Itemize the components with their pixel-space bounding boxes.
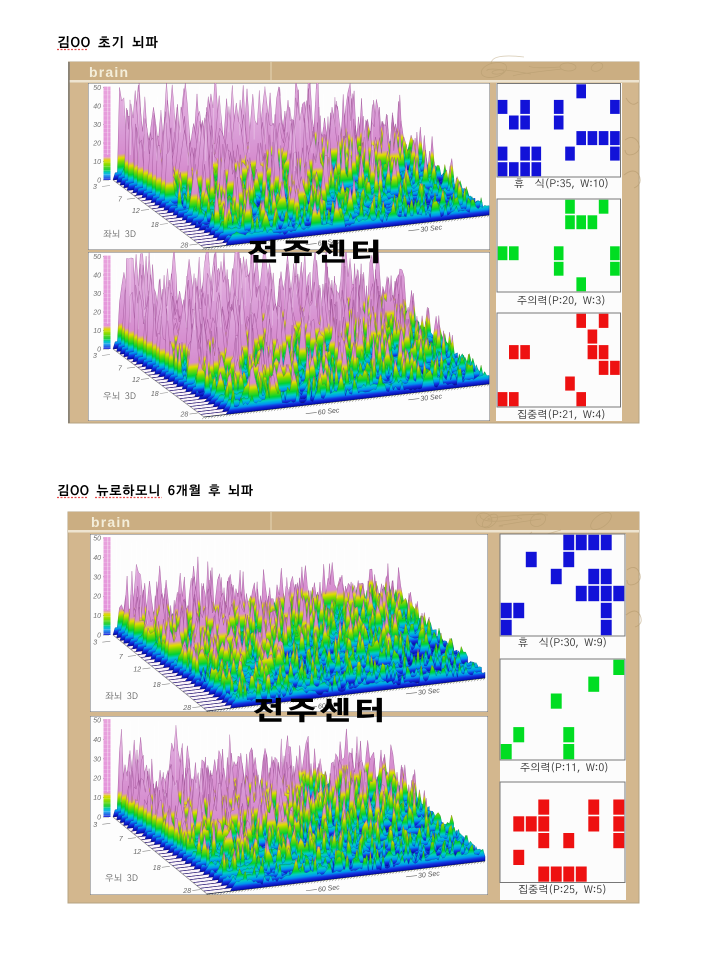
svg-text:18: 18 [153, 682, 161, 689]
svg-text:3: 3 [93, 640, 97, 647]
svg-text:30 Sec: 30 Sec [420, 224, 443, 234]
svg-text:10: 10 [93, 795, 101, 802]
svg-text:40: 40 [93, 737, 101, 744]
svg-text:18: 18 [153, 865, 161, 872]
svg-text:50: 50 [93, 254, 101, 261]
svg-text:30: 30 [93, 756, 101, 763]
svg-text:30: 30 [93, 291, 101, 298]
svg-text:50: 50 [93, 718, 101, 725]
svg-text:28: 28 [182, 705, 191, 712]
svg-text:10: 10 [93, 159, 101, 166]
svg-text:28: 28 [180, 243, 189, 250]
svg-text:0: 0 [97, 347, 101, 354]
svg-text:20: 20 [92, 776, 101, 783]
svg-text:7: 7 [119, 654, 124, 661]
svg-text:30 Sec: 30 Sec [418, 687, 441, 697]
svg-text:40: 40 [93, 104, 101, 111]
svg-text:7: 7 [118, 366, 123, 373]
svg-text:7: 7 [119, 836, 124, 843]
svg-text:3: 3 [93, 353, 97, 360]
svg-text:28: 28 [180, 412, 189, 419]
svg-text:0: 0 [97, 178, 101, 185]
svg-text:50: 50 [93, 536, 101, 543]
svg-text:40: 40 [93, 555, 101, 562]
svg-text:60 Sec: 60 Sec [317, 407, 340, 417]
svg-text:28: 28 [182, 888, 191, 895]
svg-text:30: 30 [93, 574, 101, 581]
svg-text:3: 3 [93, 184, 97, 191]
svg-text:brain: brain [89, 64, 129, 80]
svg-text:60 Sec: 60 Sec [317, 238, 340, 248]
svg-text:50: 50 [93, 85, 101, 92]
svg-text:10: 10 [93, 328, 101, 335]
svg-text:20: 20 [92, 310, 101, 317]
svg-text:20: 20 [92, 594, 101, 601]
svg-text:20: 20 [92, 141, 101, 148]
svg-text:30 Sec: 30 Sec [418, 870, 441, 880]
svg-text:18: 18 [151, 222, 159, 229]
svg-text:18: 18 [151, 391, 159, 398]
svg-text:30: 30 [93, 122, 101, 129]
svg-text:7: 7 [118, 197, 123, 204]
svg-text:12: 12 [132, 208, 140, 215]
svg-text:40: 40 [93, 273, 101, 280]
svg-text:brain: brain [91, 514, 131, 530]
svg-text:3: 3 [93, 822, 97, 829]
svg-text:0: 0 [97, 815, 101, 822]
svg-text:30 Sec: 30 Sec [420, 393, 443, 403]
svg-text:12: 12 [132, 377, 140, 384]
svg-text:12: 12 [133, 666, 141, 673]
svg-text:12: 12 [133, 849, 141, 856]
svg-text:10: 10 [93, 613, 101, 620]
svg-text:0: 0 [97, 633, 101, 640]
svg-text:60 Sec: 60 Sec [318, 884, 341, 894]
